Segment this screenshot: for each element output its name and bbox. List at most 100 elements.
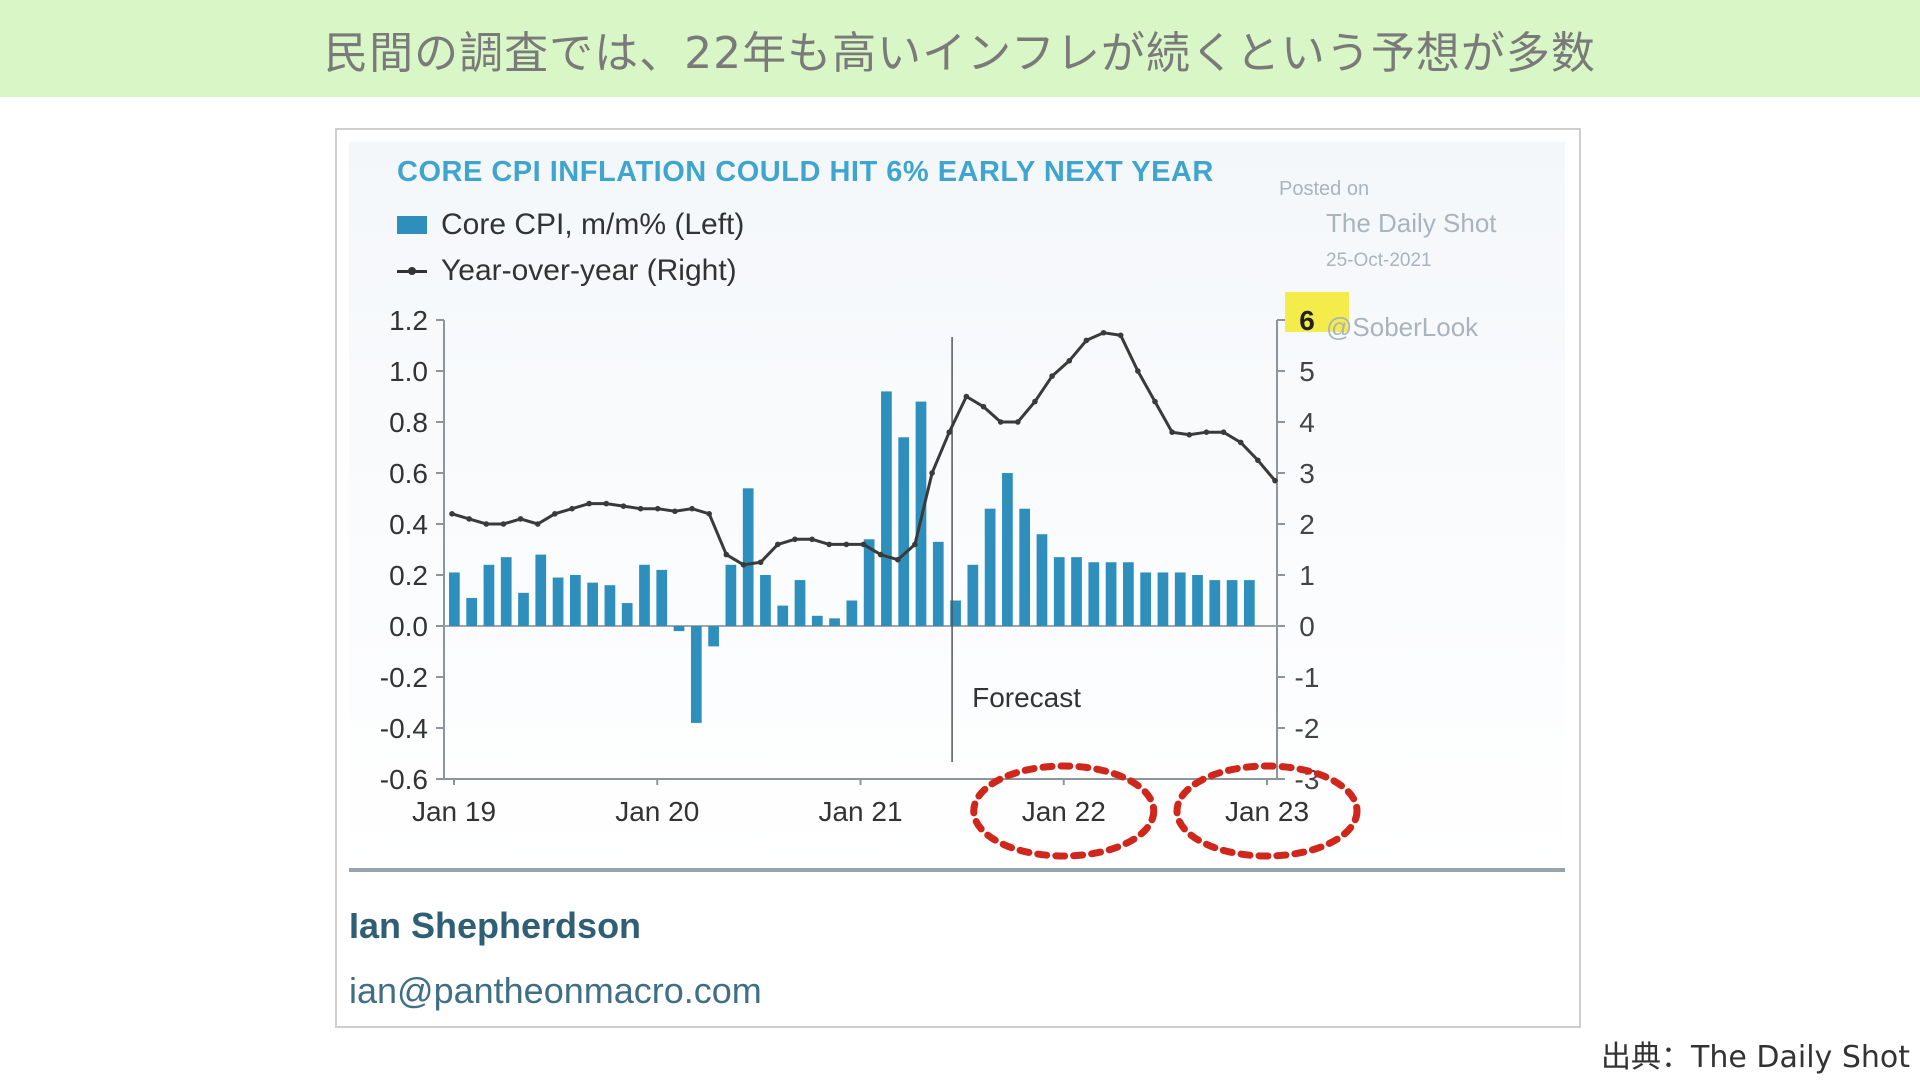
cpi-bar xyxy=(863,539,875,626)
cpi-bar xyxy=(811,615,823,626)
right-tick-label: 0 xyxy=(1299,611,1315,642)
yoy-point xyxy=(1255,457,1261,464)
yoy-point xyxy=(1152,398,1158,405)
cpi-bar xyxy=(1192,575,1203,626)
yoy-point xyxy=(449,511,455,517)
cpi-bar xyxy=(1053,557,1065,626)
yoy-point xyxy=(569,505,575,512)
left-tick-label: -0.4 xyxy=(380,713,428,744)
cpi-bar xyxy=(1002,473,1013,626)
left-tick-label: 0.2 xyxy=(389,560,428,591)
x-tick-label: Jan 20 xyxy=(615,796,699,827)
legend-bar-label: Core CPI, m/m% (Left) xyxy=(441,208,745,241)
left-tick-label: -0.2 xyxy=(380,662,428,693)
yoy-point xyxy=(654,505,661,512)
yoy-point xyxy=(552,511,558,517)
yoy-point xyxy=(1186,431,1193,438)
right-tick-label: 1 xyxy=(1299,560,1315,591)
x-tick-label: Jan 23 xyxy=(1225,796,1309,827)
yoy-point xyxy=(1100,329,1107,336)
watermark-handle: @SoberLook xyxy=(1326,312,1479,342)
yoy-point xyxy=(740,562,747,568)
yoy-line xyxy=(451,331,1277,567)
cpi-bar xyxy=(950,600,961,626)
yoy-point xyxy=(980,403,987,410)
yoy-point xyxy=(809,536,815,543)
cpi-bar xyxy=(656,569,668,626)
yoy-point xyxy=(912,541,918,548)
x-tick-label: Jan 21 xyxy=(818,796,902,827)
chart-area: 1.2 1.0 0.8 0.6 0.4 0.2 0.0 -0.2 -0.4 -0.6 6 5 4 3 2 1 0… xyxy=(349,142,1565,872)
cpi-bar xyxy=(742,488,754,626)
yoy-point xyxy=(826,541,833,548)
cpi-bar xyxy=(483,564,495,626)
yoy-point xyxy=(1169,429,1175,436)
right-tick-label: 2 xyxy=(1299,509,1315,540)
legend-bar-swatch xyxy=(397,216,427,234)
banner-title: 民間の調査では、22年も高いインフレが続くという予想が多数 xyxy=(324,27,1596,79)
yoy-point xyxy=(929,470,935,476)
left-tick-label: 1.0 xyxy=(389,356,428,387)
highlight-circle xyxy=(1173,762,1361,860)
yoy-point xyxy=(997,419,1004,425)
left-tick-label: 0.6 xyxy=(389,458,428,489)
yoy-point xyxy=(500,521,507,527)
left-tick-label: 0.8 xyxy=(389,407,428,438)
watermark-date: 25-Oct-2021 xyxy=(1326,250,1432,271)
yoy-point xyxy=(894,556,901,563)
cpi-bar xyxy=(1088,562,1100,626)
right-tick-label: 6 xyxy=(1299,305,1315,336)
cpi-bar xyxy=(846,600,858,626)
author-name: Ian Shepherdson xyxy=(349,905,642,946)
cpi-bar xyxy=(604,585,616,626)
yoy-point xyxy=(1237,439,1244,446)
yoy-point xyxy=(963,393,970,400)
yoy-point xyxy=(1135,368,1141,374)
cpi-bar xyxy=(569,575,581,626)
yoy-point xyxy=(483,521,490,527)
cpi-bar xyxy=(1019,508,1031,626)
cpi-bar xyxy=(829,618,840,626)
right-axis-highlight xyxy=(1285,292,1349,332)
cpi-bar xyxy=(639,564,650,626)
right-tick-label: -2 xyxy=(1295,713,1320,744)
cpi-bar xyxy=(587,582,598,626)
watermark-posted: Posted on xyxy=(1279,178,1370,200)
yoy-point xyxy=(1083,337,1090,344)
cpi-bar xyxy=(1123,562,1134,626)
cpi-bar xyxy=(552,577,564,626)
cpi-bar xyxy=(621,603,633,626)
cpi-bar xyxy=(1226,580,1238,626)
cpi-bar xyxy=(1209,580,1221,626)
cpi-bar xyxy=(881,391,892,626)
legend: Core CPI, m/m% (Left) Year-over-year (Ri… xyxy=(397,202,744,294)
cpi-bar xyxy=(673,626,685,632)
cpi-bar xyxy=(1071,557,1082,626)
source-note: 出典：The Daily Shot xyxy=(1601,1040,1910,1075)
yoy-point xyxy=(517,516,524,522)
cpi-bar xyxy=(1036,534,1048,626)
left-tick-label: 0.4 xyxy=(389,509,428,540)
legend-item-line: Year-over-year (Right) xyxy=(397,248,744,294)
cpi-bar xyxy=(535,554,547,626)
author-email: ian@pantheonmacro.com xyxy=(349,970,762,1011)
left-tick-label: 1.2 xyxy=(389,305,428,336)
yoy-point xyxy=(672,508,678,515)
cpi-bar xyxy=(794,580,806,626)
yoy-point xyxy=(1015,419,1021,425)
x-tick-label: Jan 22 xyxy=(1022,796,1106,827)
yoy-point xyxy=(843,541,850,548)
cpi-bar xyxy=(984,508,996,626)
yoy-point xyxy=(723,551,730,558)
highlight-circle xyxy=(970,762,1158,860)
yoy-point xyxy=(860,541,867,548)
yoy-point xyxy=(792,536,798,543)
cpi-bar xyxy=(898,437,910,626)
cpi-bar xyxy=(449,572,460,626)
title-banner: 民間の調査では、22年も高いインフレが続くという予想が多数 xyxy=(0,0,1920,97)
right-tick-label: -1 xyxy=(1295,662,1320,693)
yoy-point xyxy=(689,505,695,512)
cpi-bar xyxy=(967,564,979,626)
yoy-point xyxy=(466,516,472,522)
yoy-point xyxy=(774,541,781,548)
